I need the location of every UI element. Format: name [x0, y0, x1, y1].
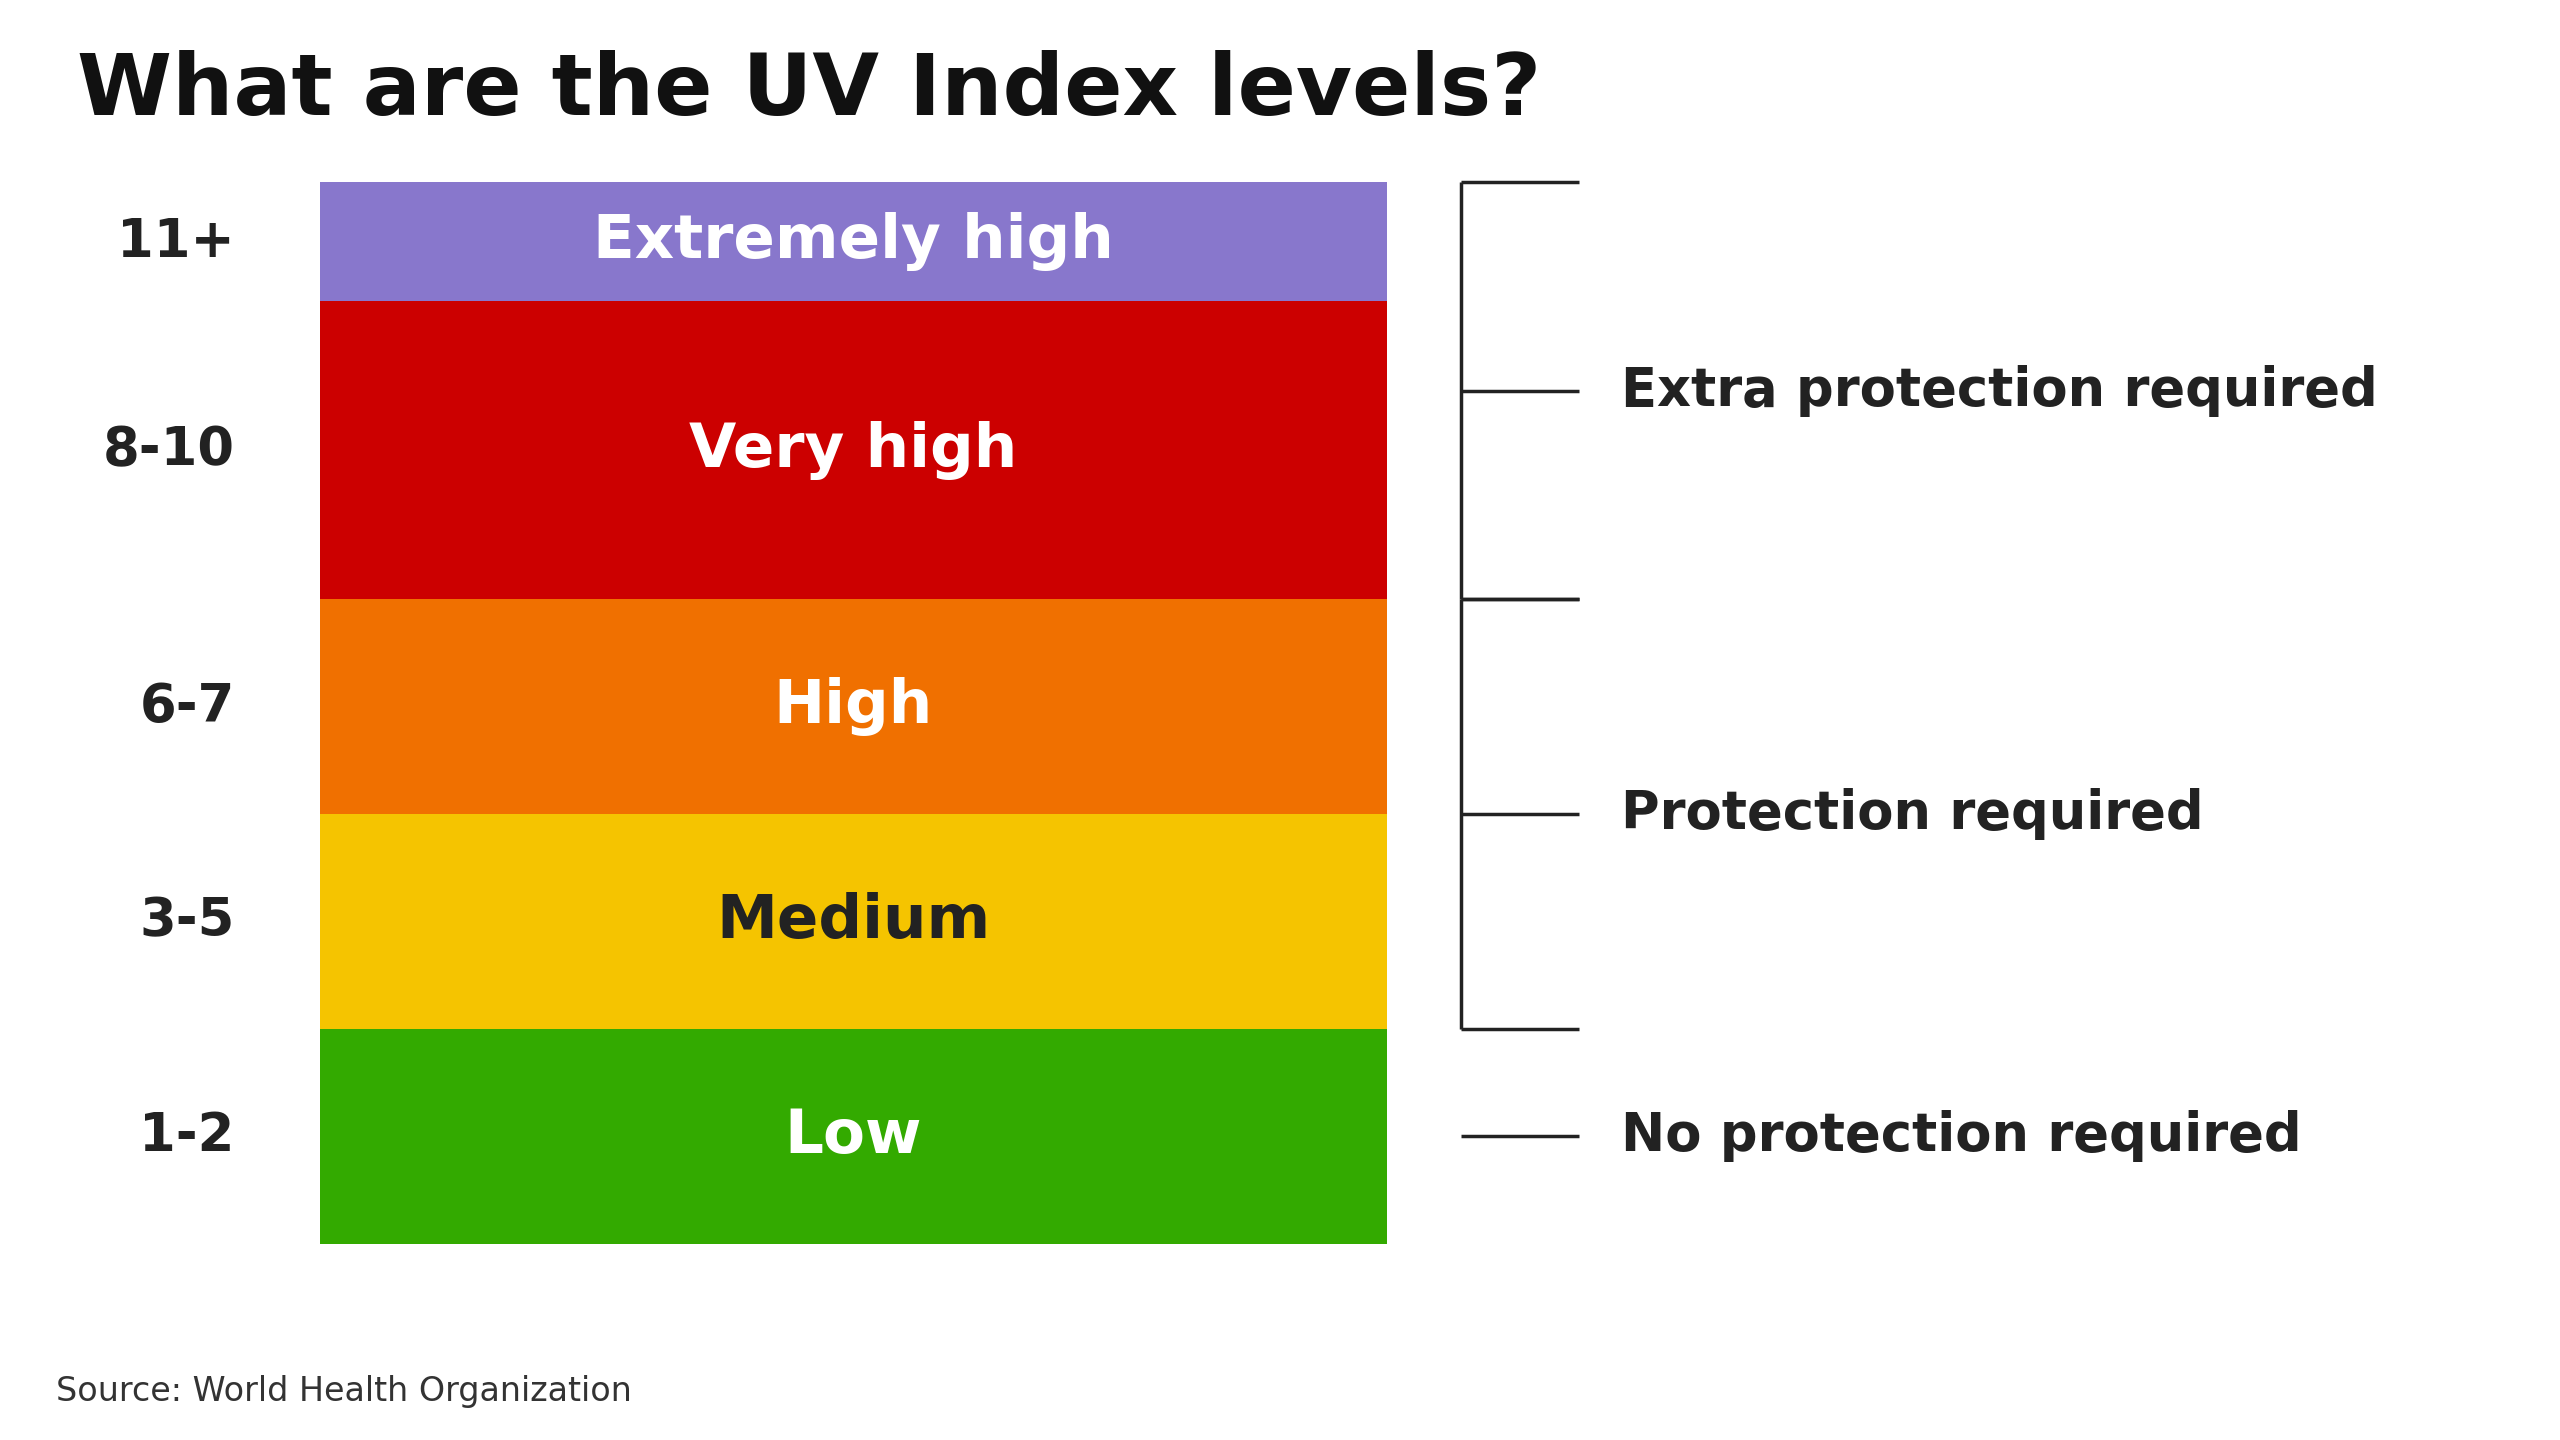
Text: High: High [773, 677, 932, 736]
Bar [320, 181, 1388, 301]
Text: BBC: BBC [2409, 1372, 2491, 1407]
Bar [320, 301, 1388, 599]
Text: What are the UV Index levels?: What are the UV Index levels? [77, 50, 1541, 134]
Text: No protection required: No protection required [1620, 1110, 2301, 1162]
Bar [320, 814, 1388, 1030]
Text: 1-2: 1-2 [138, 1110, 236, 1162]
Text: Low: Low [783, 1107, 922, 1166]
Text: Extremely high: Extremely high [594, 212, 1114, 271]
Bar [320, 599, 1388, 814]
Text: Medium: Medium [717, 893, 991, 950]
Bar [320, 1030, 1388, 1244]
Text: 8-10: 8-10 [102, 425, 236, 477]
Text: Protection required: Protection required [1620, 788, 2204, 840]
Text: Source: World Health Organization: Source: World Health Organization [56, 1375, 632, 1407]
Text: 11+: 11+ [118, 216, 236, 268]
Text: 6-7: 6-7 [138, 681, 236, 733]
Text: Very high: Very high [689, 420, 1016, 480]
Text: Extra protection required: Extra protection required [1620, 364, 2378, 416]
Text: 3-5: 3-5 [138, 896, 236, 948]
